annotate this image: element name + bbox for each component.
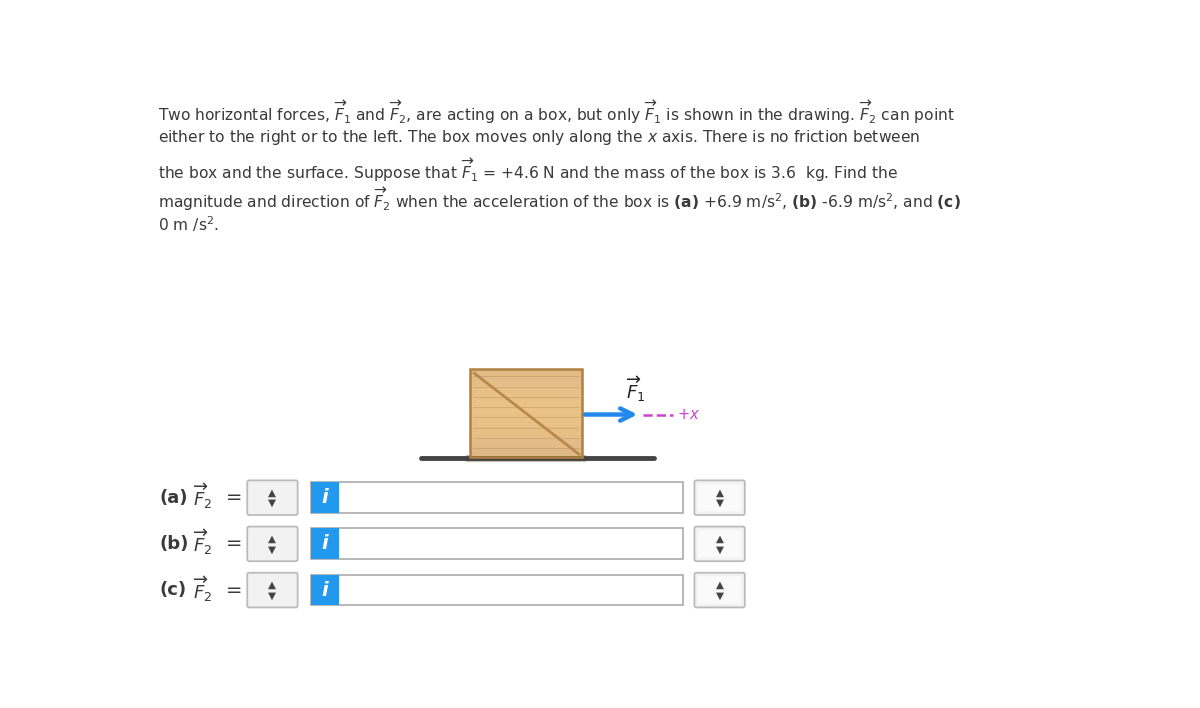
Text: the box and the surface. Suppose that $\overrightarrow{F}_1$ = +4.6 N and the ma: the box and the surface. Suppose that $\…: [157, 156, 898, 184]
Text: i: i: [322, 581, 329, 600]
FancyBboxPatch shape: [311, 482, 683, 513]
Bar: [311, 528, 340, 559]
Text: $\overrightarrow{F}_2$: $\overrightarrow{F}_2$: [193, 527, 212, 557]
Bar: [469, 453, 582, 457]
Bar: [469, 404, 582, 409]
FancyBboxPatch shape: [466, 455, 586, 462]
Bar: [311, 482, 340, 513]
Bar: [469, 373, 582, 377]
Text: ▼: ▼: [269, 590, 276, 600]
Bar: [469, 422, 582, 426]
FancyBboxPatch shape: [251, 576, 294, 604]
FancyBboxPatch shape: [247, 480, 298, 515]
Text: either to the right or to the left. The box moves only along the $x$ axis. There: either to the right or to the left. The …: [157, 127, 920, 147]
Text: magnitude and direction of $\overrightarrow{F}_2$ when the acceleration of the b: magnitude and direction of $\overrightar…: [157, 185, 961, 213]
Text: 0 m /s$^2$.: 0 m /s$^2$.: [157, 215, 218, 234]
FancyBboxPatch shape: [698, 576, 742, 604]
FancyBboxPatch shape: [698, 530, 742, 558]
Text: ▼: ▼: [715, 544, 724, 554]
Text: $+x$: $+x$: [677, 407, 701, 422]
Text: =: =: [226, 535, 242, 554]
Text: $\overrightarrow{F}_2$: $\overrightarrow{F}_2$: [193, 573, 212, 603]
Bar: [469, 409, 582, 413]
Bar: [469, 418, 582, 422]
Text: ▲: ▲: [269, 487, 276, 497]
Bar: [469, 448, 582, 453]
Bar: [469, 369, 582, 373]
Bar: [469, 382, 582, 387]
Text: i: i: [322, 489, 329, 507]
Text: Two horizontal forces, $\overrightarrow{F}_1$ and $\overrightarrow{F}_2$, are ac: Two horizontal forces, $\overrightarrow{…: [157, 99, 954, 127]
Text: ▲: ▲: [269, 580, 276, 590]
Bar: [469, 391, 582, 395]
Text: ▲: ▲: [715, 487, 724, 497]
Text: ▲: ▲: [715, 580, 724, 590]
FancyBboxPatch shape: [695, 527, 745, 561]
Text: (c): (c): [160, 581, 186, 599]
Bar: [469, 395, 582, 400]
Bar: [469, 400, 582, 404]
Text: $\overrightarrow{F}_2$: $\overrightarrow{F}_2$: [193, 481, 212, 511]
Bar: [469, 444, 582, 448]
Text: i: i: [322, 535, 329, 554]
Bar: [469, 426, 582, 430]
Text: (b): (b): [160, 535, 188, 553]
Text: ▼: ▼: [715, 590, 724, 600]
Bar: [311, 575, 340, 605]
Text: ▼: ▼: [715, 498, 724, 508]
Text: ▲: ▲: [269, 534, 276, 544]
Text: =: =: [226, 489, 242, 507]
Text: =: =: [226, 581, 242, 600]
Bar: [469, 413, 582, 418]
FancyBboxPatch shape: [698, 484, 742, 512]
FancyBboxPatch shape: [247, 527, 298, 561]
FancyBboxPatch shape: [311, 575, 683, 605]
Text: $\overrightarrow{F}_1$: $\overrightarrow{F}_1$: [626, 374, 647, 404]
Bar: [469, 387, 582, 391]
FancyBboxPatch shape: [695, 573, 745, 607]
Text: ▼: ▼: [269, 498, 276, 508]
Bar: [469, 435, 582, 440]
FancyBboxPatch shape: [695, 480, 745, 515]
FancyBboxPatch shape: [251, 484, 294, 512]
FancyBboxPatch shape: [311, 528, 683, 559]
FancyBboxPatch shape: [247, 573, 298, 607]
FancyBboxPatch shape: [251, 530, 294, 558]
Bar: [469, 377, 582, 382]
Text: (a): (a): [160, 489, 188, 507]
Text: ▼: ▼: [269, 544, 276, 554]
Text: ▲: ▲: [715, 534, 724, 544]
Bar: [469, 440, 582, 444]
Bar: [469, 430, 582, 435]
